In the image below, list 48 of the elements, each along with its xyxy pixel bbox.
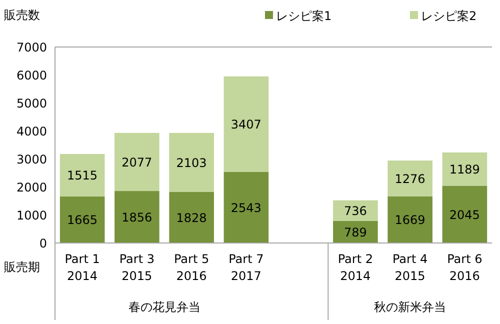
bar bbox=[60, 154, 105, 196]
data-label: 1189 bbox=[449, 162, 480, 177]
bar bbox=[333, 200, 378, 221]
data-label: 1515 bbox=[67, 168, 98, 183]
x-tick-label: Part 5 2016 bbox=[174, 252, 210, 283]
data-label: 789 bbox=[344, 225, 367, 240]
y-tick-label: 7000 bbox=[16, 40, 47, 54]
data-label: 1276 bbox=[394, 172, 426, 186]
legend-label: レシピ案2 bbox=[421, 9, 477, 23]
y-tick-label: 5000 bbox=[16, 96, 47, 110]
y-tick-label: 6000 bbox=[16, 68, 47, 82]
bar bbox=[169, 132, 214, 192]
text: 春の花見弁当 bbox=[128, 300, 200, 314]
x-axis-title: 販売期 bbox=[4, 260, 40, 274]
bar bbox=[224, 76, 269, 172]
bar bbox=[224, 172, 269, 243]
bar bbox=[60, 196, 105, 243]
data-label: 2077 bbox=[122, 155, 152, 170]
x-tick-label: Part 1 2014 bbox=[64, 252, 100, 283]
bar bbox=[114, 191, 160, 243]
data-label: 2103 bbox=[176, 156, 207, 170]
data-label: 3407 bbox=[230, 118, 262, 132]
bar bbox=[442, 152, 488, 186]
y-tick-label: 2000 bbox=[16, 180, 47, 194]
legend-label: レシピ案1 bbox=[276, 9, 332, 23]
x-tick-label: Part 6 2016 bbox=[447, 252, 482, 283]
data-label: 1665 bbox=[67, 213, 98, 228]
data-label: 1856 bbox=[122, 210, 152, 225]
y-tick-label: 4000 bbox=[16, 124, 47, 138]
data-label: 736 bbox=[344, 204, 367, 218]
x-tick-label: Part 3 2015 bbox=[119, 252, 155, 283]
data-label: 2543 bbox=[230, 200, 262, 215]
text: 秋の新米弁当 bbox=[374, 300, 446, 314]
x-tick-label: Part 7 2017 bbox=[228, 252, 264, 283]
bar bbox=[114, 132, 160, 192]
bar bbox=[442, 186, 488, 243]
x-tick-label: Part 2 2014 bbox=[338, 252, 374, 283]
x-tick-label: Part 4 2015 bbox=[392, 252, 428, 283]
data-label: 1828 bbox=[176, 210, 207, 225]
y-axis-title: 販売数 bbox=[4, 8, 40, 22]
y-tick-label: 1000 bbox=[16, 208, 47, 222]
data-label: 2045 bbox=[449, 208, 480, 222]
y-tick-label: 3000 bbox=[16, 152, 47, 166]
bar bbox=[388, 160, 432, 196]
bar bbox=[388, 196, 432, 243]
data-label: 1669 bbox=[394, 213, 426, 228]
bar bbox=[169, 192, 214, 243]
y-tick-label: 0 bbox=[39, 236, 47, 250]
